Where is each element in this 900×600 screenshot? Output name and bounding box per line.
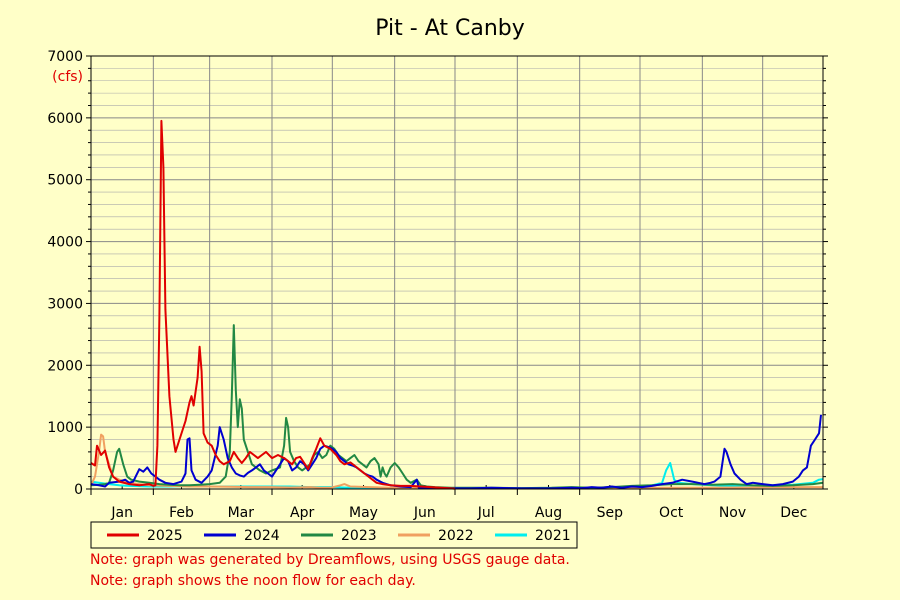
x-tick-label: Nov — [719, 505, 746, 521]
note-noon-flow: Note: graph shows the noon flow for each… — [90, 573, 416, 589]
x-tick-label: May — [349, 505, 378, 521]
y-axis-unit-label: (cfs) — [52, 69, 83, 85]
y-tick-label: 1000 — [47, 420, 83, 436]
x-tick-label: Jan — [110, 505, 133, 521]
x-tick-label: Dec — [780, 505, 807, 521]
series-lines — [90, 119, 824, 490]
legend-label-2023: 2023 — [341, 528, 377, 544]
grid — [91, 56, 823, 489]
y-tick-label: 2000 — [47, 358, 83, 374]
legend-label-2024: 2024 — [244, 528, 280, 544]
x-tick-label: Jun — [413, 505, 436, 521]
x-tick-label: Apr — [290, 505, 314, 521]
plot-area — [91, 56, 823, 489]
x-tick-label: Jul — [477, 505, 495, 521]
x-tick-label: Feb — [169, 505, 194, 521]
x-tick-label: Aug — [535, 505, 562, 521]
series-line-2024 — [90, 414, 822, 490]
x-tick-label: Mar — [228, 505, 255, 521]
y-tick-label: 6000 — [47, 111, 83, 127]
y-tick-label: 0 — [74, 482, 83, 498]
legend-label-2021: 2021 — [535, 528, 571, 544]
y-tick-label: 7000 — [47, 49, 83, 65]
legend-label-2022: 2022 — [438, 528, 474, 544]
series-line-2025 — [90, 119, 456, 490]
y-tick-label: 3000 — [47, 296, 83, 312]
y-tick-label: 5000 — [47, 173, 83, 189]
x-tick-label: Sep — [597, 505, 624, 521]
plot-frame — [90, 55, 824, 490]
legend: 2025 2024 2023 2022 2021 — [90, 521, 578, 549]
y-tick-label: 4000 — [47, 235, 83, 251]
x-tick-label: Oct — [659, 505, 684, 521]
chart-title: Pit - At Canby — [375, 16, 525, 41]
note-data-source: Note: graph was generated by Dreamflows,… — [90, 552, 570, 568]
legend-label-2025: 2025 — [147, 528, 183, 544]
